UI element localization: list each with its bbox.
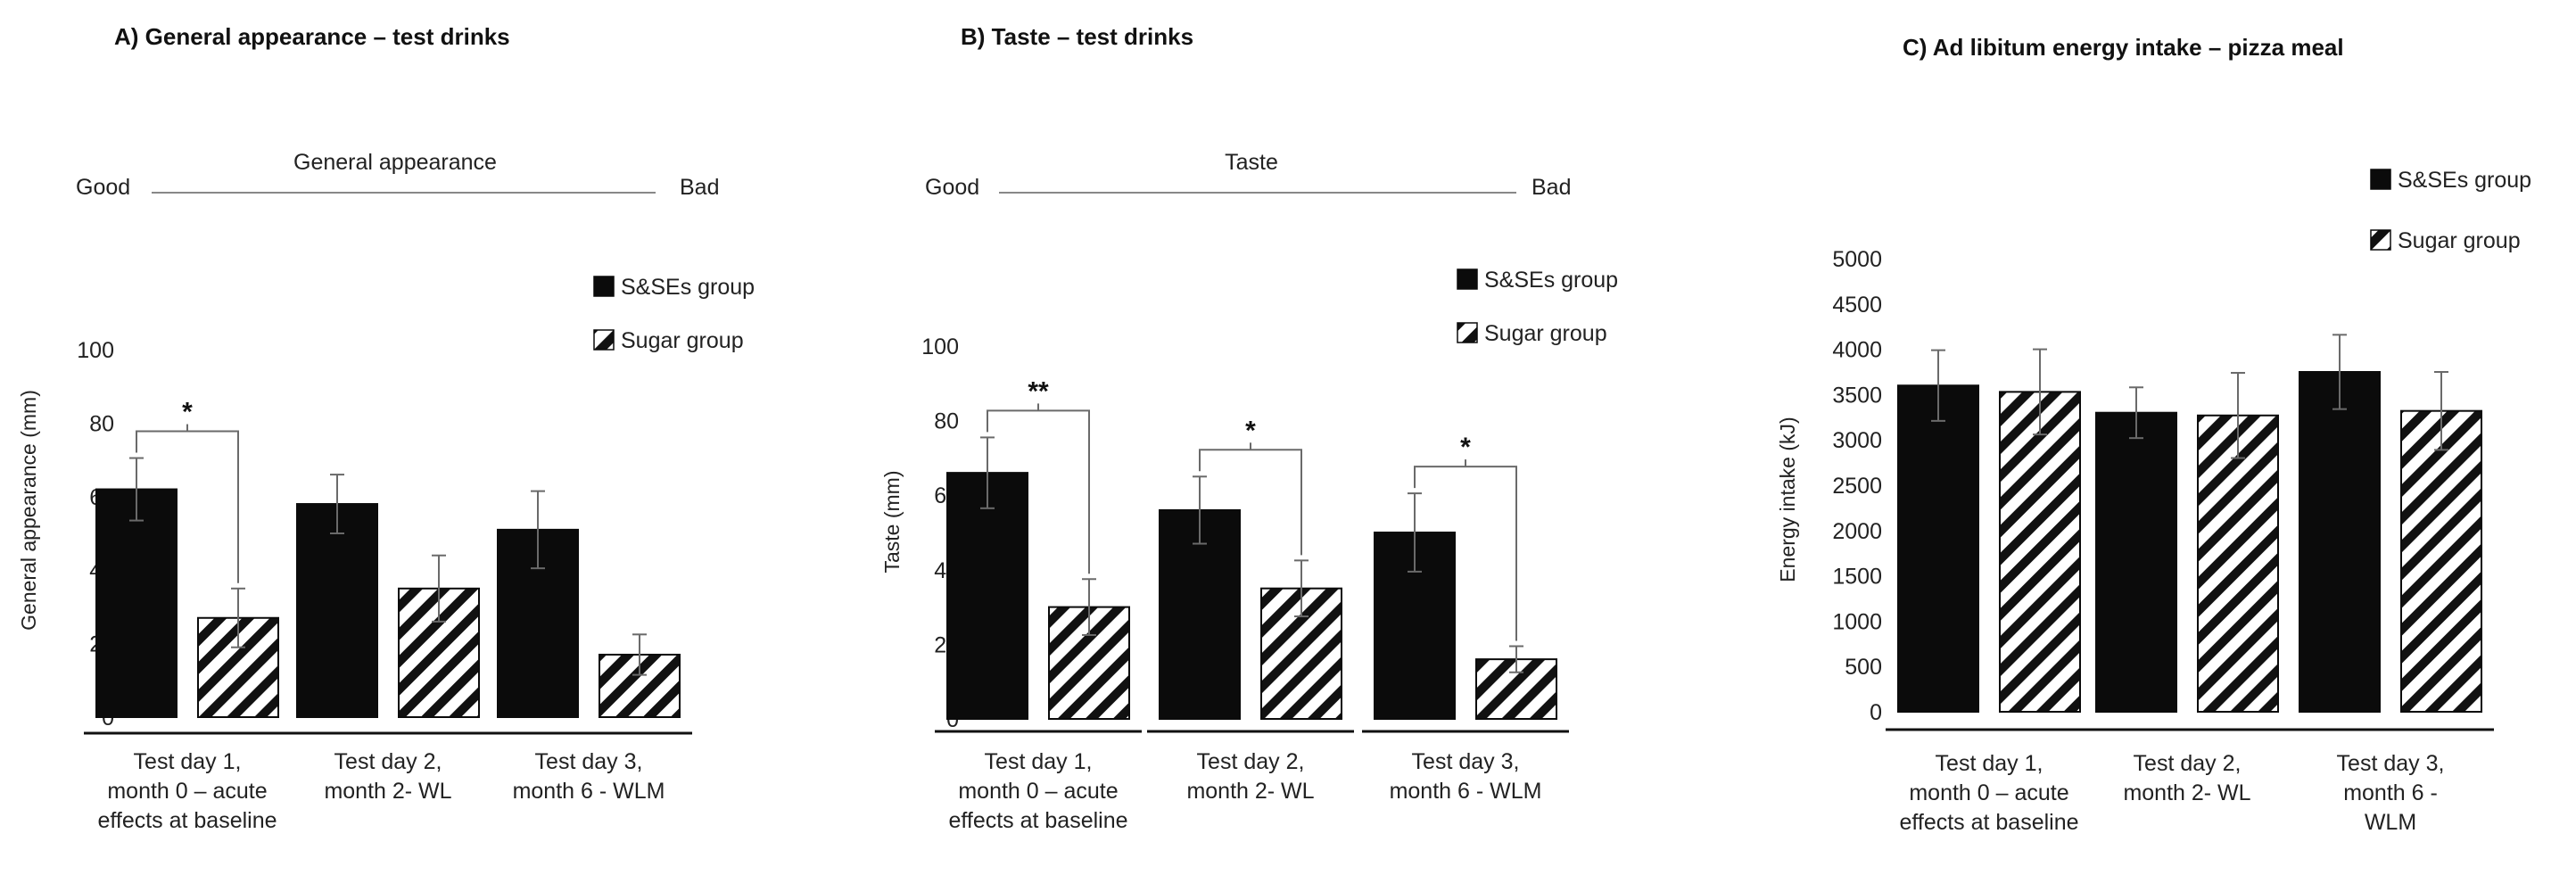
panel-b-category-label: Test day 3, bbox=[1412, 749, 1520, 774]
panel-a-title: A) General appearance – test drinks bbox=[114, 23, 510, 50]
panel-a-y-tick-label: 80 bbox=[89, 411, 114, 436]
panel-c-legend-label-sses: S&SEs group bbox=[2398, 168, 2531, 193]
panel-b-legend-swatch-sses bbox=[1457, 268, 1478, 290]
panel-c-y-axis-label: Energy intake (kJ) bbox=[1776, 417, 1799, 582]
panel-b-category-label: month 6 - WLM bbox=[1390, 779, 1542, 804]
panel-c-category-label: month 2- WL bbox=[2123, 780, 2250, 805]
panel-b-significance-label: * bbox=[1460, 433, 1471, 462]
panel-b-scale-label: Taste bbox=[1225, 150, 1278, 175]
panel-a-y-axis-label: General appearance (mm) bbox=[17, 390, 40, 631]
panel-c-bar-sses-3 bbox=[2299, 371, 2381, 713]
panel-b-category-label: Test day 1, bbox=[985, 749, 1093, 774]
panel-b-legend-label-sugar: Sugar group bbox=[1484, 321, 1607, 346]
panel-a-scale-label: General appearance bbox=[293, 150, 497, 175]
panel-c-y-tick-label: 1000 bbox=[1832, 609, 1882, 634]
panel-a-category-label: Test day 1, bbox=[134, 749, 242, 774]
panel-a-category-label: Test day 2, bbox=[334, 749, 442, 774]
panel-a-bar-sses-2 bbox=[296, 503, 378, 718]
panel-c-y-tick-label: 4500 bbox=[1832, 293, 1882, 318]
panel-b-legend-swatch-sugar bbox=[1457, 322, 1478, 343]
panel-c-bar-sses-2 bbox=[2095, 411, 2177, 713]
panel-b-title: B) Taste – test drinks bbox=[961, 23, 1193, 50]
panel-a-scale-bad: Bad bbox=[680, 175, 719, 200]
panel-c-y-tick-label: 3000 bbox=[1832, 428, 1882, 453]
panel-b-y-axis-label: Taste (mm) bbox=[880, 471, 904, 574]
panel-b-legend-label-sses: S&SEs group bbox=[1484, 268, 1618, 293]
panel-b-category-label: month 2- WL bbox=[1186, 779, 1314, 804]
panel-c-category-label: Test day 2, bbox=[2134, 751, 2242, 776]
panel-a-significance-label: * bbox=[182, 398, 193, 427]
panel-a-y-tick-label: 100 bbox=[77, 338, 114, 363]
panel-c-legend-swatch-sses bbox=[2370, 169, 2391, 190]
panel-c-y-tick-label: 3500 bbox=[1832, 383, 1882, 408]
panel-c-y-tick-label: 2500 bbox=[1832, 474, 1882, 499]
panel-c-category-label: month 6 - bbox=[2343, 780, 2438, 805]
panel-c-bar-sugar-1 bbox=[1999, 391, 2081, 713]
panel-a-category-label: month 2- WL bbox=[324, 779, 451, 804]
panel-b: B) Taste – test drinks Taste Good Bad Ta… bbox=[880, 23, 1618, 833]
panel-b-y-tick-label: 80 bbox=[934, 409, 959, 434]
panel-a-legend-label-sugar: Sugar group bbox=[621, 328, 744, 353]
panel-b-plot: 020406080100****Test day 1,month 0 – acu… bbox=[921, 268, 1618, 833]
panel-a: A) General appearance – test drinks Gene… bbox=[17, 23, 755, 833]
panel-a-category-label: month 6 - WLM bbox=[513, 779, 665, 804]
panel-b-category-label: Test day 2, bbox=[1197, 749, 1305, 774]
panel-c-y-tick-label: 5000 bbox=[1832, 247, 1882, 272]
panel-c-y-tick-label: 4000 bbox=[1832, 338, 1882, 363]
panel-a-category-label: effects at baseline bbox=[97, 808, 277, 833]
panel-c-category-label: effects at baseline bbox=[1899, 810, 2078, 835]
panel-c-y-tick-label: 1500 bbox=[1832, 565, 1882, 590]
panel-c-bar-sses-1 bbox=[1897, 384, 1979, 713]
panel-c-legend-label-sugar: Sugar group bbox=[2398, 228, 2521, 253]
panel-a-legend-swatch-sses bbox=[593, 276, 615, 297]
panel-a-legend-swatch-sugar bbox=[593, 329, 615, 351]
panel-b-category-label: effects at baseline bbox=[948, 808, 1127, 833]
panel-a-bar-sses-1 bbox=[95, 488, 178, 718]
panel-c-y-tick-label: 500 bbox=[1845, 655, 1882, 680]
panel-c-category-label: Test day 3, bbox=[2337, 751, 2445, 776]
panel-b-category-label: month 0 – acute bbox=[958, 779, 1118, 804]
panel-b-scale-bad: Bad bbox=[1532, 175, 1571, 200]
panel-b-bar-sses-2 bbox=[1159, 508, 1241, 720]
panel-a-plot: 020406080100*Test day 1,month 0 – acutee… bbox=[77, 275, 755, 833]
panel-c-category-label: WLM bbox=[2365, 810, 2416, 835]
panel-c-y-tick-label: 0 bbox=[1870, 700, 1882, 725]
panel-c-legend-swatch-sugar bbox=[2370, 229, 2391, 251]
panel-c-bar-sugar-2 bbox=[2197, 414, 2279, 713]
panel-b-y-tick-label: 100 bbox=[921, 334, 959, 359]
panel-c-category-label: Test day 1, bbox=[1936, 751, 2043, 776]
panel-c-title: C) Ad libitum energy intake – pizza meal bbox=[1903, 34, 2344, 61]
panel-c-bar-sugar-3 bbox=[2400, 409, 2482, 713]
panel-c-plot: 0 500 1000 1500 2000 2500 3000 3500 4000 4500 5000… bbox=[1832, 168, 2531, 835]
panel-b-significance-label: ** bbox=[1028, 376, 1049, 406]
panel-b-significance-label: * bbox=[1245, 416, 1256, 445]
panel-a-category-label: Test day 3, bbox=[535, 749, 643, 774]
panel-a-scale-good: Good bbox=[76, 175, 130, 200]
panel-c-y-tick-label: 2000 bbox=[1832, 519, 1882, 544]
panel-b-bar-sses-1 bbox=[946, 472, 1028, 720]
panel-a-legend-label-sses: S&SEs group bbox=[621, 275, 755, 300]
panel-c: C) Ad libitum energy intake – pizza meal… bbox=[1776, 34, 2531, 835]
panel-a-category-label: month 0 – acute bbox=[107, 779, 267, 804]
panel-b-scale-good: Good bbox=[925, 175, 979, 200]
panel-c-category-label: month 0 – acute bbox=[1909, 780, 2068, 805]
